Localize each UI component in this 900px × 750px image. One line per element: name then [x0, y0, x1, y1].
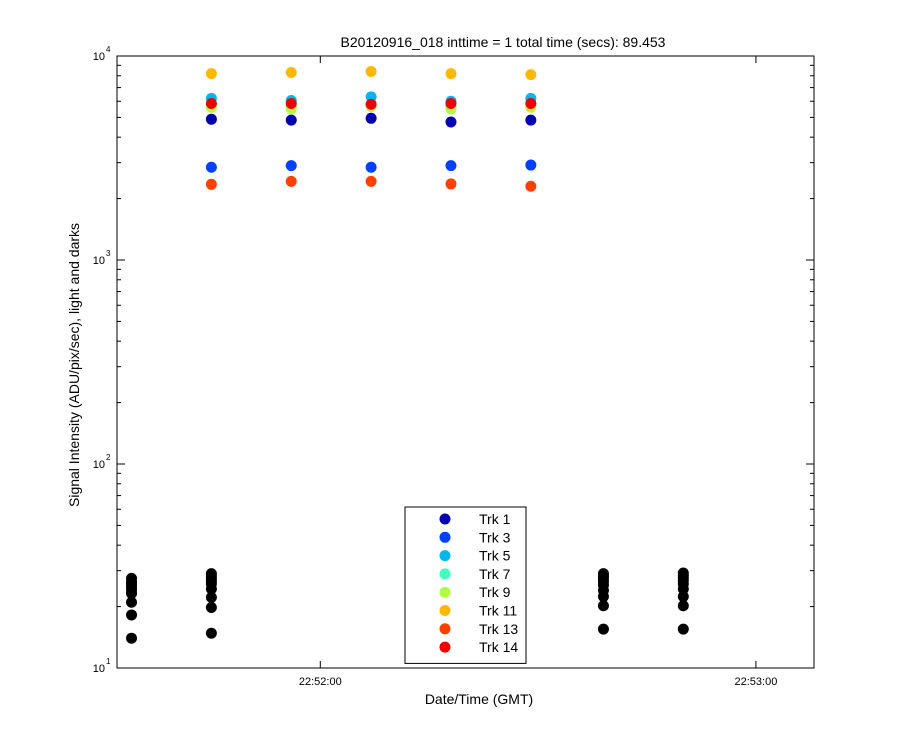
y-tick-label: 10	[93, 51, 105, 63]
legend-label: Trk 1	[479, 511, 511, 527]
series-point	[445, 116, 457, 128]
y-tick-label: 10	[93, 663, 105, 675]
legend-marker	[439, 623, 451, 635]
y-tick-label: 10	[93, 255, 105, 267]
dark-point	[126, 596, 138, 608]
series-point	[365, 161, 377, 173]
series-point	[365, 175, 377, 187]
legend-label: Trk 7	[479, 566, 511, 582]
dark-point	[126, 609, 138, 621]
legend-label: Trk 9	[479, 584, 511, 600]
dark-point	[126, 632, 138, 644]
chart-title: B20120916_018 inttime = 1 total time (se…	[341, 34, 666, 50]
series-point	[285, 160, 297, 172]
legend-label: Trk 3	[479, 529, 511, 545]
legend-marker	[439, 586, 451, 598]
series-point	[525, 69, 537, 81]
x-tick-label: 22:53:00	[735, 676, 778, 688]
y-tick-exponent: 2	[106, 453, 111, 462]
series-point	[285, 98, 297, 110]
y-axis-label: Signal Intensity (ADU/pix/sec), light an…	[66, 223, 82, 507]
legend-label: Trk 11	[479, 603, 517, 619]
y-tick-exponent: 4	[106, 45, 111, 54]
series-point	[445, 160, 457, 172]
legend-marker	[439, 568, 451, 580]
legend-marker	[439, 605, 451, 616]
dark-point	[205, 583, 217, 595]
series-point	[525, 114, 537, 126]
series-point	[285, 67, 297, 79]
y-tick-exponent: 3	[106, 249, 111, 258]
series-point	[365, 98, 377, 110]
dark-point	[205, 591, 217, 603]
legend-label: Trk 13	[479, 621, 518, 637]
dark-point	[677, 600, 689, 612]
series-point	[365, 65, 377, 77]
series-point	[205, 161, 217, 173]
dark-point	[205, 627, 217, 639]
plot-frame	[116, 55, 815, 669]
series-point	[365, 112, 377, 124]
dark-point	[677, 623, 689, 635]
dark-point	[597, 600, 609, 612]
x-tick-label: 22:52:00	[299, 676, 342, 688]
y-tick-label: 10	[93, 459, 105, 471]
series-point	[445, 178, 457, 190]
legend-marker	[439, 531, 451, 543]
legend-label: Trk 5	[479, 548, 511, 564]
series-point	[285, 175, 297, 187]
legend: Trk 1 Trk 3 Trk 5 Trk 7 Trk 9 Trk 11 Trk 13 Trk…	[404, 506, 527, 664]
series-point	[525, 98, 537, 110]
x-axis-label: Date/Time (GMT)	[425, 691, 533, 707]
legend-marker	[439, 550, 451, 562]
dark-point	[126, 587, 138, 599]
series-point	[285, 114, 297, 126]
legend-marker	[439, 641, 451, 653]
series-point	[445, 98, 457, 110]
series-point	[205, 98, 217, 110]
dark-point	[677, 591, 689, 603]
series-point	[205, 178, 217, 190]
series-point	[445, 68, 457, 80]
dark-point	[597, 623, 609, 635]
legend-label: Trk 14	[479, 639, 518, 655]
series-point	[525, 180, 537, 192]
y-tick-exponent: 1	[106, 657, 111, 666]
series-point	[525, 159, 537, 171]
legend-marker	[439, 513, 451, 525]
dark-point	[205, 601, 217, 613]
dark-point	[677, 583, 689, 595]
legend-box	[404, 506, 527, 664]
dark-point	[597, 591, 609, 603]
series-point	[205, 113, 217, 125]
series-point	[205, 68, 217, 80]
